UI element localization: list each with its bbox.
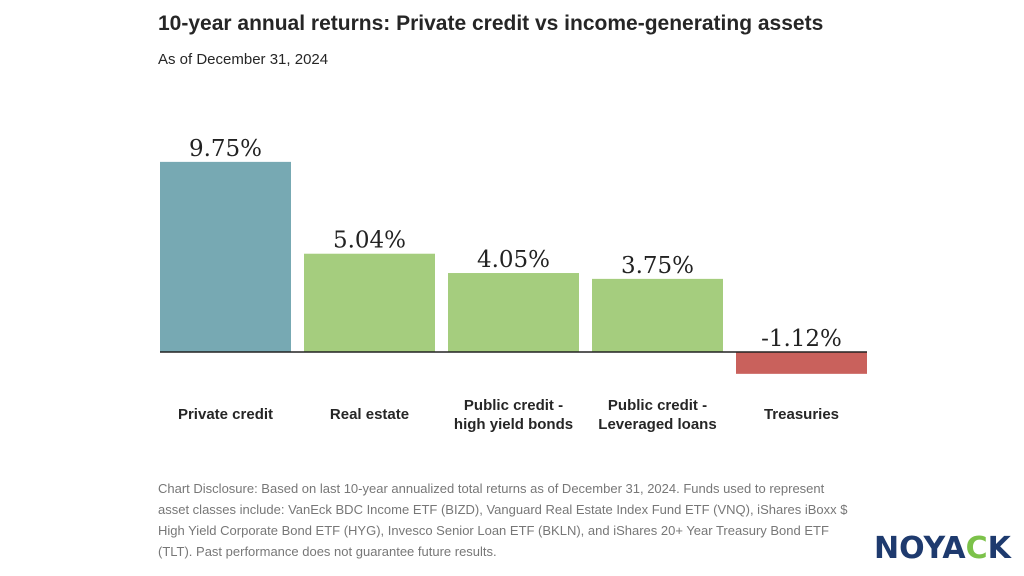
bar xyxy=(736,352,867,374)
logo-part: N xyxy=(874,531,900,566)
bar xyxy=(448,273,579,352)
logo-part: O xyxy=(899,531,924,566)
data-label: -1.12% xyxy=(761,326,842,352)
data-label: 9.75% xyxy=(189,136,262,162)
data-label: 3.75% xyxy=(621,253,694,279)
category-label: high yield bonds xyxy=(454,416,573,433)
category-label: Public credit - xyxy=(464,397,563,414)
logo-part: YA xyxy=(923,531,966,566)
data-label: 5.04% xyxy=(333,228,406,254)
category-label: Private credit xyxy=(178,406,273,423)
bar xyxy=(304,253,435,352)
data-label: 4.05% xyxy=(477,247,550,273)
bar xyxy=(592,278,723,352)
category-label: Public credit - xyxy=(608,397,707,414)
chart-disclosure: Chart Disclosure: Based on last 10-year … xyxy=(158,481,848,559)
chart-title: 10-year annual returns: Private credit v… xyxy=(158,12,824,35)
logo-part: K xyxy=(987,531,1011,566)
category-label: Real estate xyxy=(330,406,409,423)
chart-subtitle: As of December 31, 2024 xyxy=(158,51,329,68)
category-label: Treasuries xyxy=(764,406,839,423)
bar xyxy=(160,161,291,352)
noyack-logo: NOYACK xyxy=(874,531,1011,566)
bar-chart: 9.75% Private credit 5.04% Real estate 4.05%… xyxy=(160,136,867,433)
category-label: Leveraged loans xyxy=(598,416,716,433)
logo-part: C xyxy=(965,531,988,566)
